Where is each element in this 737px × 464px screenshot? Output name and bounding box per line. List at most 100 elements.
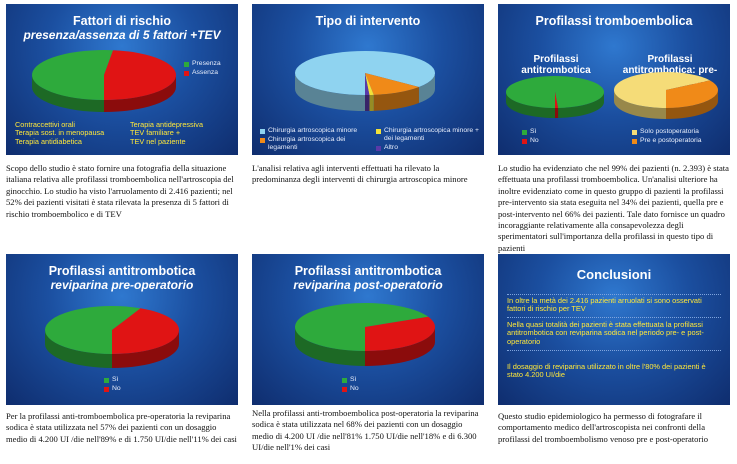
intervention-type-pie [295,51,435,111]
panel-title: Tipo di intervento [315,14,421,28]
pie-side-1 [506,92,555,118]
legend-label: No [350,385,359,392]
pie-slice-4 [365,73,370,95]
panel-subtitle: presenza/assenza di 5 fattori +TEV [23,28,221,42]
pie-side-1 [295,73,365,111]
pie-slice-2 [666,80,718,108]
legend-swatch-yellow [376,128,381,134]
legend: Sì No [104,376,121,394]
divider [507,350,721,351]
pie-side-2 [666,90,718,119]
pre-post-pie [614,72,718,119]
pie-side-4 [365,94,370,111]
caption-conclusions: Questo studio epidemiologico ha permesso… [498,411,709,444]
conclusion-item: Nella quasi totalità dei pazienti è stat… [507,320,704,346]
legend-swatch-red [184,70,189,76]
conclusion-item: In oltre la metà dei 2.416 pazienti arru… [507,296,702,314]
legend-swatch-lightblue [260,128,265,134]
legend-label: Sì [530,128,537,135]
pie-side-1 [295,327,365,366]
divider [507,317,721,318]
caption-reviparin-preop: Per la profilassi anti-tromboembolica pr… [6,411,237,444]
pie-side-2 [555,107,559,118]
pie-slice-1 [32,49,114,100]
panel-title: Profilassi antitrombotica reviparina pre-… [6,264,238,292]
pie-side-3 [369,94,374,111]
pie-slice-2 [104,50,177,100]
legend-label: Chirurgia artroscopica dei legamenti [268,136,346,151]
pie-slice-3 [365,73,374,95]
caption-intervention-type: L'analisi relativa agli interventi effet… [252,163,468,185]
prophylaxis-pie [506,76,605,118]
legend-swatch-orange [260,137,265,143]
panel-subtitle: reviparina post-operatorio [293,278,443,292]
legend: Chirurgia artroscopica minore + dei lega… [376,127,480,153]
pie-side-1 [45,330,112,368]
reviparin-postop-pie [295,303,436,366]
legend-swatch-red [104,386,109,392]
caption-risk-factors: Scopo dello studio è stato fornire una f… [6,163,234,219]
legend: Solo postoperatoria Pre e postoperatoria [632,128,702,146]
panel-reviparin-preop: Profilassi antitrombotica reviparina pre-… [6,254,238,405]
legend-swatch-green [104,377,109,383]
pie-side-2 [373,87,419,111]
panel-reviparin-postop: Profilassi antitrombotica reviparina post… [252,254,484,405]
legend-label: Chirurgia artroscopica minore [268,127,358,134]
pie-slice-2 [365,73,419,95]
pie-side-1 [614,90,666,119]
pie-slice-1 [506,76,605,108]
legend-swatch-green [522,129,527,135]
panel-title: Profilassi antitrombotica reviparina post… [252,264,484,292]
pie-slice-2 [112,308,180,354]
reviparin-preop-pie [45,306,180,368]
pie-slice-2 [555,92,559,108]
legend-swatch-red [342,386,347,392]
panel-title: Conclusioni [576,267,652,282]
pie-slice-2 [365,316,436,351]
panel-intervention-type: Tipo di intervento Chirurgia artroscopic… [252,4,484,155]
caption-reviparin-postop: Nella profilassi anti-tromboembolica pos… [252,408,479,453]
pie-side-2 [104,75,176,112]
pie-slice-1 [295,303,429,351]
legend-swatch-lightyellow [632,129,637,135]
legend-label: Sì [350,376,357,383]
legend-swatch-orange [632,138,637,144]
legend-swatch-green [342,377,347,383]
panel-title: Fattori di rischio presenza/assenza di 5 … [6,14,238,42]
legend-swatch-red [522,138,527,144]
legend-swatch-purple [376,145,381,151]
panel-title: Profilassi tromboembolica [535,14,693,28]
legend-label: No [530,137,539,144]
legend-swatch-green [184,61,189,67]
panel-conclusions: Conclusioni In oltre la metà dei 2.416 p… [498,254,730,405]
legend-label: Altro [384,144,398,151]
risk-factors-pie [32,49,177,112]
pie-side-1 [558,92,604,118]
legend-label: Assenza [192,69,219,76]
panel-thromboembolic-prophylaxis: Profilassi tromboembolica Profilassi ant… [498,4,730,155]
pie-side-2 [365,327,435,366]
pie-slice-1 [614,72,710,108]
pie-side-1 [32,75,104,112]
legend-label: Presenza [192,60,221,67]
legend-label: No [112,385,121,392]
pie-side-1 [418,73,435,104]
legend-label: Sì [112,376,119,383]
pie-slice-1 [45,306,141,354]
conclusion-item: Il dosaggio di reviparina utilizzato in … [507,362,706,380]
legend: Sì No [522,128,539,146]
legend-label: Chirurgia artroscopica minore + dei lega… [384,127,480,142]
caption-thromboembolic-prophylaxis: Lo studio ha evidenziato che nel 99% dei… [498,163,729,253]
factors-left: Contraccettivi orali Terapia sost. in men… [15,120,105,146]
legend-label: Solo postoperatoria [640,128,699,135]
subtitle-left: Profilassi antitrombotica [521,54,591,76]
divider [507,294,721,295]
pie-side-2 [112,330,179,368]
panel-risk-factors: Fattori di rischio presenza/assenza di 5 … [6,4,238,155]
legend: Chirurgia artroscopica minore Chirurgia … [260,127,372,153]
factors-right: Terapia antidepressiva TEV familiare + TEV… [130,120,204,146]
panel-subtitle: reviparina pre-operatorio [50,278,194,292]
legend: Presenza Assenza [184,60,221,78]
legend: Sì No [342,376,359,394]
legend-label: Pre e postoperatoria [640,137,702,144]
